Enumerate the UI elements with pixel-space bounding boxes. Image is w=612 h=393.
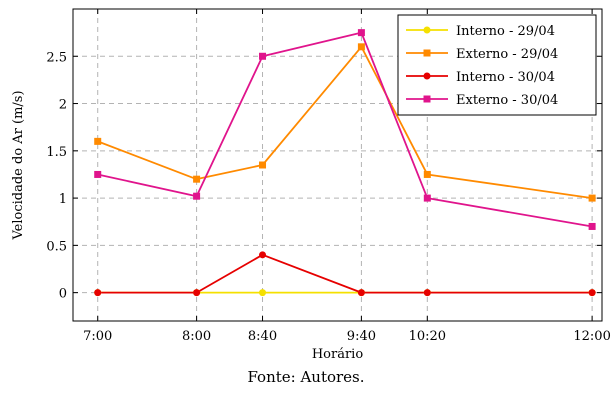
series-2-point <box>193 175 201 183</box>
y-tick-label: 2 <box>59 98 67 113</box>
legend: Interno - 29/04 Externo - 29/04 Interno - … <box>397 14 597 116</box>
x-tick-label: 8:00 <box>182 329 211 344</box>
legend-label: Externo - 29/04 <box>456 47 558 62</box>
series-2-point <box>259 161 267 169</box>
series-3-point <box>94 289 102 297</box>
x-tick-label: 7:00 <box>83 329 112 344</box>
y-tick-label: 0 <box>59 287 67 302</box>
series-line-3 <box>97 253 593 294</box>
series-4-point <box>357 29 365 37</box>
x-axis-label: Horário <box>312 347 364 362</box>
series-3-point <box>193 289 201 297</box>
series-2-point <box>357 43 365 51</box>
series-markers <box>94 29 596 297</box>
legend-label: Interno - 30/04 <box>456 70 555 85</box>
y-tick-label: 0.5 <box>46 239 67 254</box>
legend-label: Interno - 29/04 <box>456 24 555 39</box>
series-3-point <box>588 289 596 297</box>
series-line-4 <box>97 31 593 228</box>
series-1-point <box>259 289 267 297</box>
x-tick-label: 8:40 <box>248 329 277 344</box>
series-2-point <box>423 170 431 178</box>
y-axis-label: Velocidade do Ar (m/s) <box>11 90 26 240</box>
series-4-point <box>193 192 201 200</box>
legend-marker <box>423 95 431 103</box>
legend-marker <box>423 49 431 57</box>
y-tick-label: 1 <box>59 192 67 207</box>
series-line-2 <box>97 45 593 199</box>
y-tick-label: 1.5 <box>46 145 67 160</box>
legend-label: Externo - 30/04 <box>456 93 558 108</box>
x-tick-label: 9:40 <box>347 329 376 344</box>
y-tick-labels: 0 0.5 1 1.5 2 2.5 <box>46 50 67 301</box>
legend-marker <box>423 26 431 34</box>
plot-frame <box>72 8 603 322</box>
series-4-point <box>259 52 267 60</box>
x-tick-labels: 7:00 8:00 8:40 9:40 10:20 12:00 <box>83 329 611 344</box>
series-4-point <box>94 170 102 178</box>
x-tick-label: 12:00 <box>573 329 610 344</box>
figure-caption: Fonte: Autores. <box>247 368 365 386</box>
y-tick-label: 2.5 <box>46 50 67 65</box>
series-4-point <box>588 222 596 230</box>
legend-marker <box>423 72 431 80</box>
series-2-point <box>588 194 596 202</box>
x-tick-label: 10:20 <box>409 329 446 344</box>
axis-ticks <box>73 9 602 321</box>
series-lines <box>97 31 593 294</box>
series-2-point <box>94 137 102 145</box>
series-3-point <box>423 289 431 297</box>
series-4-point <box>423 194 431 202</box>
series-3-point <box>259 251 267 259</box>
series-3-point <box>357 289 365 297</box>
